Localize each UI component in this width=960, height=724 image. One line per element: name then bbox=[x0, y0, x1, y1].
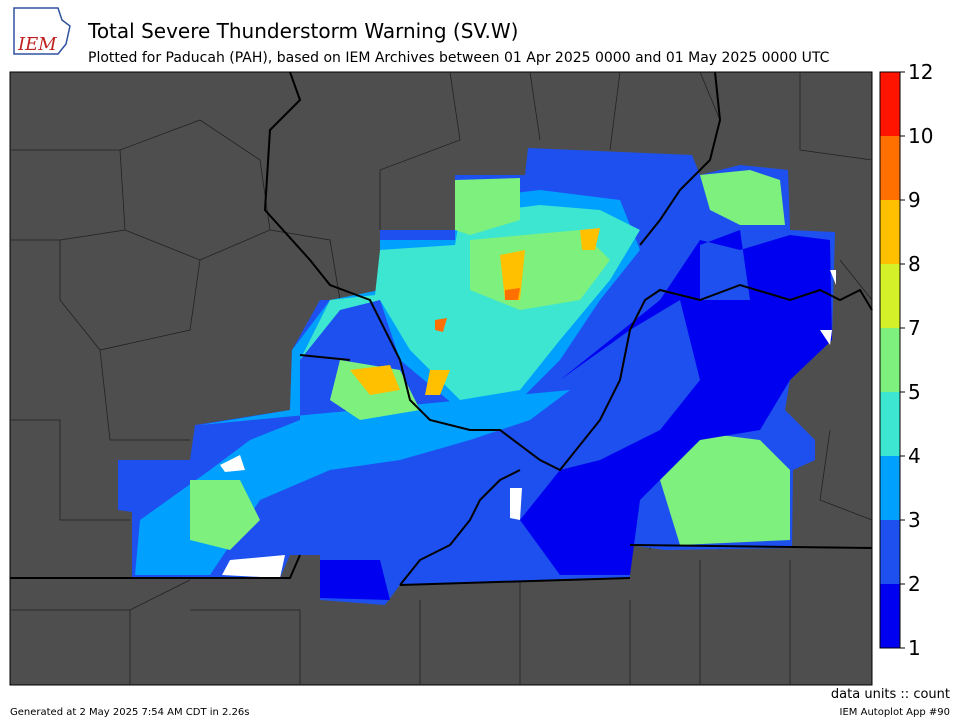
footer-generated: Generated at 2 May 2025 7:54 AM CDT in 2… bbox=[10, 707, 250, 718]
colorbar-bin bbox=[880, 136, 900, 200]
colorbar-tick-label: 4 bbox=[908, 444, 921, 468]
logo: IEM bbox=[13, 7, 71, 55]
colorbar-frame bbox=[879, 71, 901, 649]
colorbar-bin bbox=[880, 264, 900, 328]
footer-app: IEM Autoplot App #90 bbox=[840, 707, 950, 718]
colorbar-bin bbox=[880, 328, 900, 392]
colorbar-tick-label: 12 bbox=[908, 60, 933, 84]
colorbar-tick-label: 3 bbox=[908, 508, 921, 532]
boundaries bbox=[10, 71, 873, 586]
logo-text: IEM bbox=[17, 34, 57, 55]
colorbar-tick-label: 1 bbox=[908, 636, 921, 660]
colorbar-bin bbox=[880, 584, 900, 648]
colorbar-tick-label: 9 bbox=[908, 188, 921, 212]
colorbar-tick-label: 5 bbox=[908, 380, 921, 404]
units-label: data units :: count bbox=[831, 687, 950, 702]
map bbox=[9, 71, 873, 686]
warning-counts bbox=[118, 148, 836, 605]
colorbar-bin bbox=[880, 200, 900, 264]
colorbar-bin bbox=[880, 72, 900, 136]
colorbar-bin bbox=[880, 456, 900, 520]
colorbar-bin bbox=[880, 392, 900, 456]
colorbar-tick-label: 2 bbox=[908, 572, 921, 596]
colorbar-tick-label: 7 bbox=[908, 316, 921, 340]
subtitle: Plotted for Paducah (PAH), based on IEM … bbox=[88, 50, 830, 66]
title: Total Severe Thunderstorm Warning (SV.W) bbox=[87, 19, 518, 43]
colorbar-tick-label: 10 bbox=[908, 124, 933, 148]
colorbar-bin bbox=[880, 520, 900, 584]
colorbar-tick-label: 8 bbox=[908, 252, 921, 276]
